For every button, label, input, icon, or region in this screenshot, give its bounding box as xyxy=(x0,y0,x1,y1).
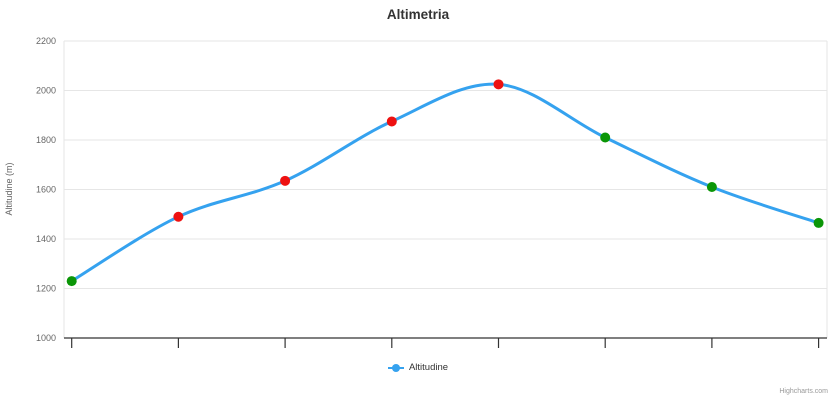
y-axis-label: 2200 xyxy=(36,36,56,46)
legend-line-marker-icon xyxy=(387,363,404,372)
legend-item-altitudine[interactable]: Altitudine xyxy=(387,362,449,373)
data-point-marker[interactable] xyxy=(706,182,717,193)
y-axis-label: 1600 xyxy=(36,185,56,195)
y-axis-label: 1200 xyxy=(36,284,56,294)
y-axis-label: 2000 xyxy=(36,86,56,96)
series-line-altitudine[interactable] xyxy=(70,82,821,283)
data-point-marker[interactable] xyxy=(66,276,77,287)
y-axis-label: 1000 xyxy=(36,333,56,343)
y-axis-label: 1400 xyxy=(36,234,56,244)
data-point-marker[interactable] xyxy=(813,217,824,228)
data-point-marker[interactable] xyxy=(173,211,184,222)
data-point-marker[interactable] xyxy=(600,132,611,143)
data-point-marker[interactable] xyxy=(386,116,397,127)
data-point-marker[interactable] xyxy=(280,175,291,186)
legend: Altitudine xyxy=(0,362,836,373)
chart-title: Altimetria xyxy=(386,7,450,22)
credits-link[interactable]: Highcharts.com xyxy=(779,388,828,395)
legend-label: Altitudine xyxy=(408,362,449,373)
y-axis-label: 1800 xyxy=(36,135,56,145)
data-point-marker[interactable] xyxy=(493,79,504,90)
